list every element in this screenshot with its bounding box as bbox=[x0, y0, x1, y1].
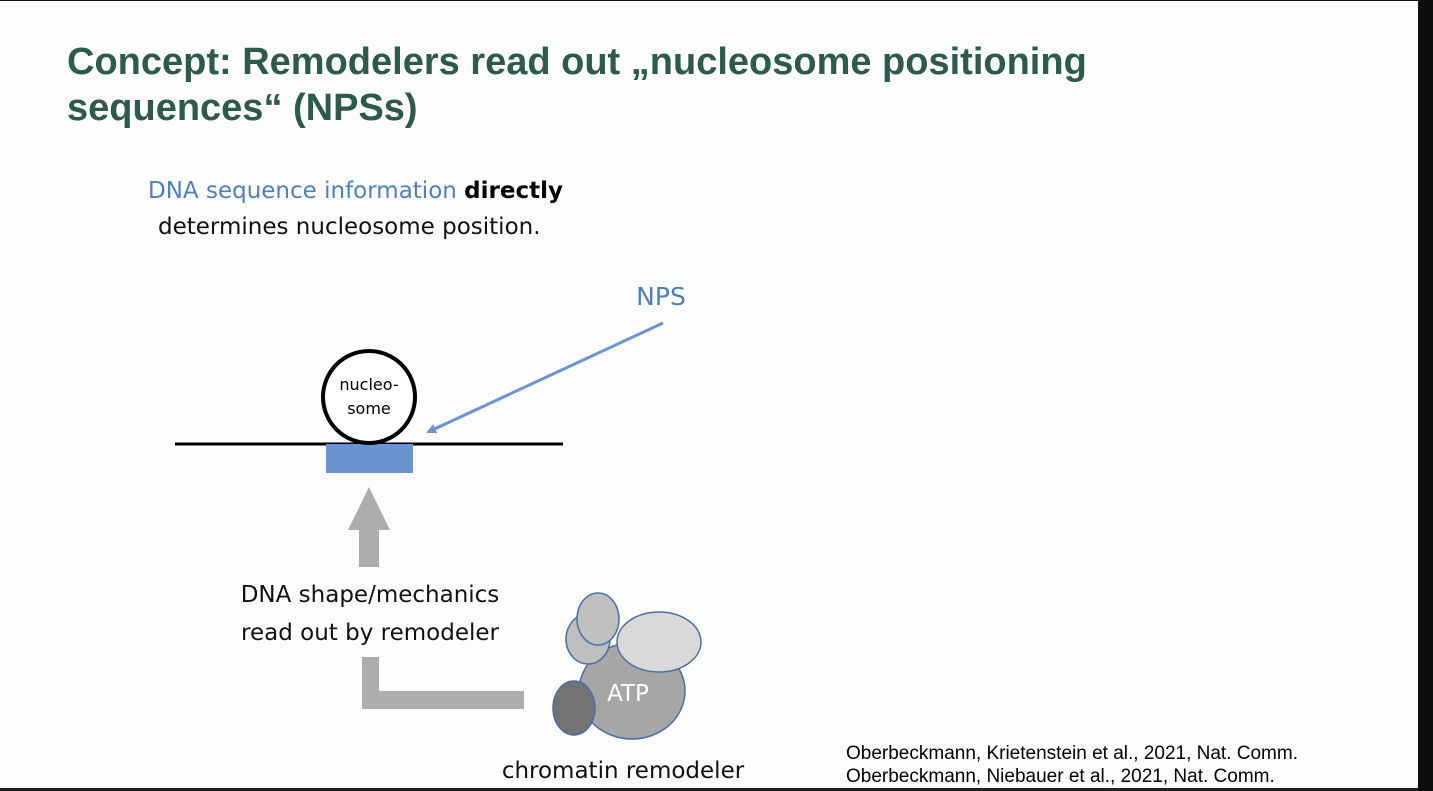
screen-bottom-edge bbox=[0, 788, 1418, 791]
slide-title: Concept: Remodelers read out „nucleosome… bbox=[67, 41, 1087, 129]
key-statement: DNA sequence information directly determ… bbox=[148, 173, 668, 245]
readout-label-line1: DNA shape/mechanics bbox=[241, 582, 500, 608]
chromatin-remodeler-icon: ATP bbox=[552, 592, 702, 740]
remodeler-label: chromatin remodeler bbox=[502, 758, 745, 784]
references: Oberbeckmann, Krietenstein et al., 2021,… bbox=[846, 742, 1298, 788]
remodeler-top-lobe bbox=[576, 592, 620, 646]
remodeler-top-right-lobe bbox=[616, 611, 702, 673]
nps-arrow bbox=[426, 321, 664, 434]
statement-bold-text: directly bbox=[464, 178, 563, 204]
readout-label-line2: read out by remodeler bbox=[241, 620, 499, 646]
remodeler-dark-lobe bbox=[552, 680, 596, 736]
statement-rest-text: determines nucleosome position. bbox=[158, 214, 541, 240]
nucleosome-label-line2: some bbox=[347, 399, 391, 418]
nps-box bbox=[326, 444, 413, 473]
atp-label: ATP bbox=[607, 681, 649, 707]
statement-blue-text: DNA sequence information bbox=[148, 178, 457, 204]
gray-connector bbox=[362, 657, 524, 709]
nucleosome-label-line1: nucleo- bbox=[339, 375, 398, 394]
gray-up-arrow bbox=[348, 487, 390, 567]
nps-label: NPS bbox=[636, 282, 686, 311]
reference-2: Oberbeckmann, Niebauer et al., 2021, Nat… bbox=[846, 766, 1275, 787]
screen-right-edge bbox=[1418, 0, 1433, 791]
reference-1: Oberbeckmann, Krietenstein et al., 2021,… bbox=[846, 743, 1298, 764]
nucleosome-circle bbox=[321, 349, 417, 445]
